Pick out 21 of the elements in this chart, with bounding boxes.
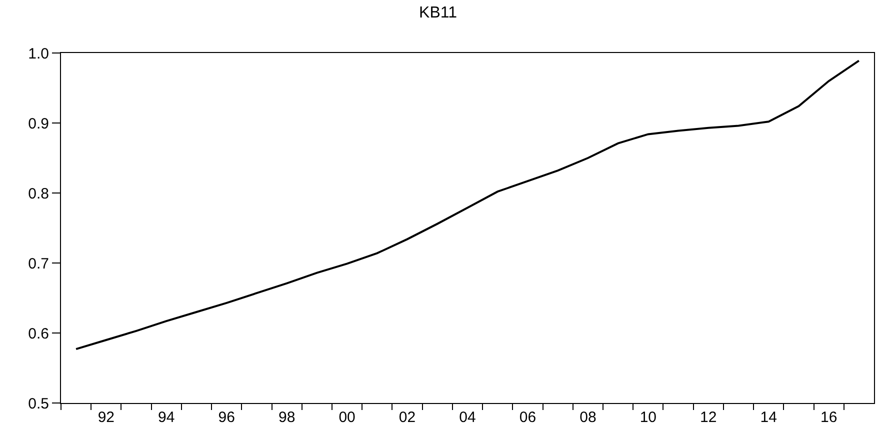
x-tick-label: 98 [278, 409, 296, 426]
x-tick-label: 08 [580, 409, 596, 426]
x-tick-label: 16 [820, 409, 838, 426]
y-tick-label: 0.5 [28, 395, 49, 412]
x-tick-label: 00 [338, 409, 356, 426]
x-tick-label: 04 [459, 409, 476, 426]
chart-title: KB11 [419, 4, 458, 22]
y-tick-label: 0.6 [28, 325, 49, 342]
x-tick-label: 10 [640, 409, 657, 426]
x-tick-label: 92 [98, 409, 115, 426]
x-tick-label: 94 [158, 409, 175, 426]
y-tick-label: 0.9 [28, 115, 49, 132]
line-series [75, 60, 860, 350]
x-tick-label: 14 [760, 409, 777, 426]
y-tick-label: 0.7 [28, 255, 49, 272]
y-tick-label: 1.0 [28, 45, 49, 62]
y-tick-label: 0.8 [28, 185, 49, 202]
x-tick-label: 06 [519, 409, 536, 426]
x-tick-label: 96 [218, 409, 235, 426]
x-tick-label: 02 [398, 409, 416, 426]
x-tick-label: 12 [700, 409, 717, 426]
